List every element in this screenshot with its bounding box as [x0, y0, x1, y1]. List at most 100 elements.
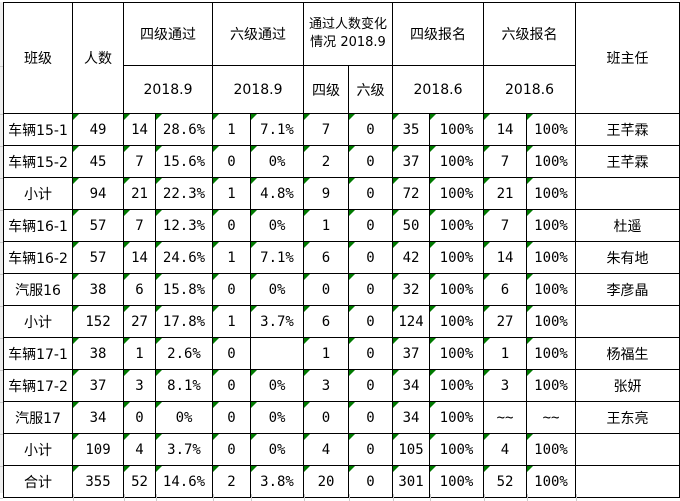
class-label-cell[interactable]: 小计 — [3, 305, 73, 338]
header-class[interactable]: 班级 — [3, 2, 73, 114]
class-label-cell[interactable]: 小计 — [3, 433, 73, 466]
value-cell[interactable]: 0% — [250, 273, 304, 306]
value-cell[interactable]: 21 — [483, 177, 527, 210]
value-cell[interactable]: 3 — [123, 369, 156, 402]
value-cell[interactable]: 14 — [483, 241, 527, 274]
value-cell[interactable]: 4 — [483, 433, 527, 466]
value-cell[interactable]: 14.6% — [155, 465, 213, 498]
value-cell[interactable]: 50 — [392, 209, 430, 242]
teacher-cell[interactable] — [575, 177, 680, 210]
value-cell[interactable]: 37 — [72, 369, 124, 402]
class-label-cell[interactable]: 车辆15-2 — [3, 145, 73, 178]
value-cell[interactable]: 0% — [155, 401, 213, 434]
value-cell[interactable]: 100% — [526, 433, 576, 466]
value-cell[interactable]: 0% — [250, 433, 304, 466]
value-cell[interactable]: 100% — [429, 465, 484, 498]
value-cell[interactable]: 72 — [392, 177, 430, 210]
value-cell[interactable] — [250, 337, 304, 370]
value-cell[interactable]: 42 — [392, 241, 430, 274]
value-cell[interactable]: 0 — [348, 177, 393, 210]
value-cell[interactable]: 100% — [526, 113, 576, 146]
value-cell[interactable]: 0 — [212, 145, 251, 178]
value-cell[interactable]: 6 — [483, 273, 527, 306]
value-cell[interactable]: 0 — [348, 305, 393, 338]
value-cell[interactable]: 45 — [72, 145, 124, 178]
value-cell[interactable]: 17.8% — [155, 305, 213, 338]
value-cell[interactable]: 49 — [72, 113, 124, 146]
teacher-cell[interactable]: 王芊霖 — [575, 113, 680, 146]
value-cell[interactable]: 35 — [392, 113, 430, 146]
class-label-cell[interactable]: 小计 — [3, 177, 73, 210]
teacher-cell[interactable]: 杨福生 — [575, 337, 680, 370]
value-cell[interactable]: 4 — [123, 433, 156, 466]
value-cell[interactable]: 34 — [392, 401, 430, 434]
value-cell[interactable]: 0 — [348, 369, 393, 402]
value-cell[interactable]: 100% — [526, 337, 576, 370]
value-cell[interactable]: 1 — [212, 241, 251, 274]
value-cell[interactable]: 100% — [429, 177, 484, 210]
value-cell[interactable]: 52 — [483, 465, 527, 498]
value-cell[interactable]: 28.6% — [155, 113, 213, 146]
header-cet6-pass-period[interactable]: 2018.9 — [212, 65, 304, 114]
header-cet4-registration[interactable]: 四级报名 — [392, 2, 484, 66]
value-cell[interactable]: 3.8% — [250, 465, 304, 498]
value-cell[interactable]: 37 — [392, 337, 430, 370]
value-cell[interactable]: 100% — [526, 465, 576, 498]
value-cell[interactable]: 9 — [303, 177, 349, 210]
value-cell[interactable]: 15.6% — [155, 145, 213, 178]
value-cell[interactable]: 14 — [483, 113, 527, 146]
value-cell[interactable]: 3.7% — [250, 305, 304, 338]
class-label-cell[interactable]: 车辆17-1 — [3, 337, 73, 370]
value-cell[interactable]: 100% — [429, 401, 484, 434]
value-cell[interactable]: 4.8% — [250, 177, 304, 210]
value-cell[interactable]: 2 — [303, 145, 349, 178]
value-cell[interactable]: 12.3% — [155, 209, 213, 242]
value-cell[interactable]: 2 — [212, 465, 251, 498]
header-cet4-pass[interactable]: 四级通过 — [123, 2, 213, 66]
value-cell[interactable]: 0 — [348, 465, 393, 498]
value-cell[interactable]: 32 — [392, 273, 430, 306]
value-cell[interactable]: 105 — [392, 433, 430, 466]
value-cell[interactable]: 22.3% — [155, 177, 213, 210]
value-cell[interactable]: 0 — [348, 241, 393, 274]
value-cell[interactable]: 0 — [348, 337, 393, 370]
value-cell[interactable]: 100% — [526, 305, 576, 338]
value-cell[interactable]: 0% — [250, 145, 304, 178]
value-cell[interactable]: 8.1% — [155, 369, 213, 402]
value-cell[interactable]: 38 — [72, 273, 124, 306]
value-cell[interactable]: 0 — [348, 401, 393, 434]
teacher-cell[interactable] — [575, 465, 680, 498]
value-cell[interactable]: 7 — [303, 113, 349, 146]
teacher-cell[interactable]: 李彦晶 — [575, 273, 680, 306]
value-cell[interactable]: 1 — [212, 305, 251, 338]
header-change-cet4[interactable]: 四级 — [303, 65, 349, 114]
teacher-cell[interactable]: 王东亮 — [575, 401, 680, 434]
value-cell[interactable]: 100% — [429, 305, 484, 338]
value-cell[interactable]: 0 — [212, 369, 251, 402]
value-cell[interactable]: 0 — [212, 401, 251, 434]
value-cell[interactable]: 0 — [348, 113, 393, 146]
value-cell[interactable]: 37 — [392, 145, 430, 178]
value-cell[interactable]: 100% — [526, 177, 576, 210]
teacher-cell[interactable]: 朱有地 — [575, 241, 680, 274]
value-cell[interactable]: 124 — [392, 305, 430, 338]
value-cell[interactable]: 100% — [526, 145, 576, 178]
value-cell[interactable]: 100% — [429, 369, 484, 402]
value-cell[interactable]: 57 — [72, 209, 124, 242]
header-cet6-registration[interactable]: 六级报名 — [483, 2, 576, 66]
value-cell[interactable]: 0% — [250, 209, 304, 242]
value-cell[interactable]: 6 — [123, 273, 156, 306]
value-cell[interactable]: 57 — [72, 241, 124, 274]
teacher-cell[interactable]: 杜遥 — [575, 209, 680, 242]
value-cell[interactable]: 100% — [526, 209, 576, 242]
value-cell[interactable]: 1 — [212, 177, 251, 210]
value-cell[interactable]: 0 — [348, 209, 393, 242]
header-count[interactable]: 人数 — [72, 2, 124, 114]
value-cell[interactable]: 0 — [123, 401, 156, 434]
class-label-cell[interactable]: 汽服16 — [3, 273, 73, 306]
value-cell[interactable]: 3.7% — [155, 433, 213, 466]
value-cell[interactable]: 94 — [72, 177, 124, 210]
value-cell[interactable]: 301 — [392, 465, 430, 498]
value-cell[interactable]: 152 — [72, 305, 124, 338]
value-cell[interactable]: 6 — [303, 241, 349, 274]
